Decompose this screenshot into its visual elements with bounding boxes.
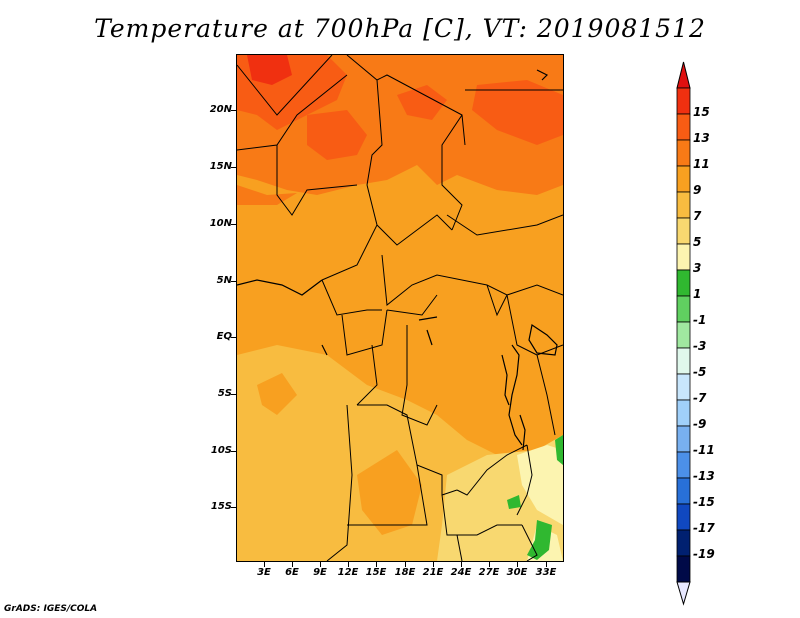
colorbar-label: 11 <box>693 157 710 171</box>
lon-tick <box>461 562 462 567</box>
colorbar-label: 9 <box>693 183 702 197</box>
colorbar-label: -11 <box>693 443 715 457</box>
field-warm-patch-sw <box>257 373 297 415</box>
field-13-15-ne <box>472 80 563 145</box>
lon-label-15e: 15E <box>365 567 387 578</box>
colorbar-low-arrow <box>676 581 691 606</box>
lat-label-20n: 20N <box>209 104 232 115</box>
colorbar-cell <box>676 87 691 115</box>
colorbar-label: 15 <box>693 105 710 119</box>
colorbar-label: -17 <box>693 521 715 535</box>
colorbar-label: 5 <box>693 235 702 249</box>
lat-tick <box>231 110 236 111</box>
colorbar-cell <box>676 139 691 167</box>
lon-tick <box>264 562 265 567</box>
lakes-and-coast <box>237 69 558 451</box>
lat-tick <box>231 337 236 338</box>
lon-label-24e: 24E <box>450 567 472 578</box>
lat-label-10n: 10N <box>209 218 232 229</box>
colorbar-label: -7 <box>693 391 707 405</box>
lon-label-30e: 30E <box>506 567 528 578</box>
lat-tick <box>231 167 236 168</box>
colorbar-cell <box>676 269 691 297</box>
field-15-plus <box>247 55 292 85</box>
lat-label-5n: 5N <box>216 275 232 286</box>
lat-tick <box>231 281 236 282</box>
field-1-3-patch-c <box>555 435 563 465</box>
lon-tick <box>376 562 377 567</box>
colorbar-cell <box>676 165 691 193</box>
lat-label-15n: 15N <box>209 161 232 172</box>
lon-tick <box>292 562 293 567</box>
credit-label: GrADS: IGES/COLA <box>4 604 98 614</box>
lat-label-10s: 10S <box>210 445 232 456</box>
lon-tick <box>348 562 349 567</box>
country-borders <box>237 55 563 561</box>
lon-label-9e: 9E <box>313 567 327 578</box>
lat-label-15s: 15S <box>210 501 232 512</box>
field-1-3-patch-b <box>507 495 521 509</box>
colorbar-label: -5 <box>693 365 707 379</box>
colorbar-label: -1 <box>693 313 707 327</box>
colorbar-label: -13 <box>693 469 715 483</box>
lon-tick <box>546 562 547 567</box>
lon-label-21e: 21E <box>422 567 444 578</box>
lon-label-3e: 3E <box>257 567 271 578</box>
colorbar-cell <box>676 373 691 401</box>
colorbar-cell <box>676 321 691 349</box>
field-11-13-west <box>237 185 297 205</box>
colorbar-label: 7 <box>693 209 702 223</box>
lat-tick <box>231 394 236 395</box>
colorbar-cell <box>676 503 691 531</box>
colorbar-cell <box>676 217 691 245</box>
field-warm-patch-angola <box>357 450 422 535</box>
lat-tick <box>231 451 236 452</box>
colorbar-cell <box>676 113 691 141</box>
lon-label-33e: 33E <box>535 567 557 578</box>
colorbar-cells <box>676 61 691 606</box>
lon-label-27e: 27E <box>478 567 500 578</box>
colorbar-cell <box>676 477 691 505</box>
lat-tick <box>231 507 236 508</box>
temperature-map <box>236 54 564 562</box>
map-title: Temperature at 700hPa [C], VT: 201908151… <box>94 14 706 43</box>
field-13-15-mali <box>307 110 367 160</box>
colorbar-label: -15 <box>693 495 715 509</box>
field-1-3-patch-a <box>527 520 552 560</box>
field-13-15-libya <box>397 85 447 120</box>
colorbar-label: -3 <box>693 339 707 353</box>
colorbar-cell <box>676 191 691 219</box>
colorbar-cell <box>676 399 691 427</box>
lat-label-5s: 5S <box>217 388 232 399</box>
colorbar-cell <box>676 555 691 583</box>
colorbar-cell <box>676 243 691 271</box>
lon-tick <box>320 562 321 567</box>
colorbar-label: -9 <box>693 417 707 431</box>
lat-label-eq: EQ <box>216 331 232 342</box>
lat-tick <box>231 224 236 225</box>
lon-tick <box>489 562 490 567</box>
colorbar-cell <box>676 347 691 375</box>
colorbar-label: 13 <box>693 131 710 145</box>
colorbar-label: -19 <box>693 547 715 561</box>
colorbar-label: 3 <box>693 261 702 275</box>
colorbar-cell <box>676 529 691 557</box>
colorbar-cell <box>676 425 691 453</box>
colorbar-cell <box>676 451 691 479</box>
lon-tick <box>517 562 518 567</box>
temperature-field <box>237 55 563 561</box>
colorbar-cell <box>676 295 691 323</box>
lon-tick <box>433 562 434 567</box>
lon-label-6e: 6E <box>285 567 299 578</box>
field-3-5-mozambique <box>517 445 563 525</box>
lon-tick <box>405 562 406 567</box>
colorbar-label: 1 <box>693 287 702 301</box>
lon-label-18e: 18E <box>394 567 416 578</box>
colorbar-high-arrow <box>676 61 691 89</box>
colorbar <box>676 61 691 606</box>
lon-label-12e: 12E <box>337 567 359 578</box>
